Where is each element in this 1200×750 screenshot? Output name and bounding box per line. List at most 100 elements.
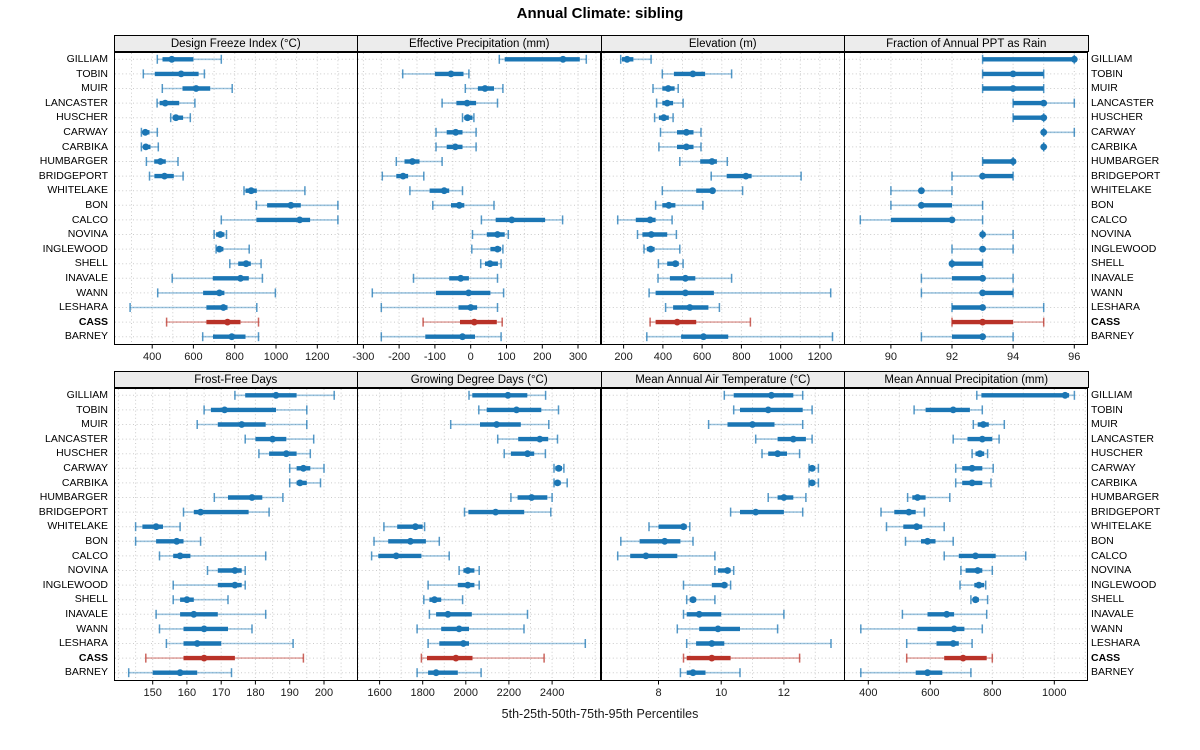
station-label-calco-right-row1: CALCO — [1091, 549, 1128, 562]
station-label-carbika-left-row0: CARBIKA — [61, 140, 108, 153]
svg-text:400: 400 — [859, 687, 877, 699]
station-label-humbarger-right-row0: HUMBARGER — [1091, 155, 1160, 168]
svg-text:600: 600 — [921, 687, 939, 699]
station-label-bon-right-row1: BON — [1091, 535, 1114, 547]
station-label-cass-right-row1: CASS — [1091, 651, 1121, 664]
svg-text:1000: 1000 — [263, 351, 287, 363]
svg-text:150: 150 — [143, 687, 161, 699]
station-label-whitelake-left-row0: WHITELAKE — [47, 184, 108, 197]
station-label-inglewood-right-row1: INGLEWOOD — [1091, 578, 1157, 591]
svg-text:2400: 2400 — [540, 687, 564, 699]
station-label-shell-left-row0: SHELL — [74, 257, 108, 270]
panel-design-freeze-index-c: 400 600 800 1000 1200 — [113, 52, 358, 363]
station-label-wann-left-row1: WANN — [76, 622, 108, 635]
station-label-wann-left-row0: WANN — [76, 286, 108, 299]
panel-strip-title: Fraction of Annual PPT as Rain — [886, 37, 1047, 50]
station-label-humbarger-left-row0: HUMBARGER — [39, 155, 108, 168]
station-label-novina-right-row1: NOVINA — [1091, 564, 1132, 577]
station-label-lancaster-right-row1: LANCASTER — [1091, 432, 1155, 445]
svg-text:-300: -300 — [352, 351, 374, 363]
station-label-inglewood-left-row0: INGLEWOOD — [42, 242, 108, 255]
station-label-bon-right-row0: BON — [1091, 199, 1114, 211]
station-label-tobin-left-row1: TOBIN — [76, 403, 108, 416]
panel-strip-fraction-of-annual-ppt-as-rain: Fraction of Annual PPT as Rain — [844, 35, 1089, 52]
station-label-cass-left-row0: CASS — [78, 315, 108, 328]
station-label-muir-left-row0: MUIR — [81, 82, 108, 95]
station-label-leshara-right-row1: LESHARA — [1091, 637, 1141, 650]
station-label-novina-left-row1: NOVINA — [67, 564, 108, 577]
station-label-humbarger-left-row1: HUMBARGER — [39, 491, 108, 504]
station-label-whitelake-right-row1: WHITELAKE — [1091, 520, 1152, 533]
svg-text:600: 600 — [184, 351, 202, 363]
svg-text:96: 96 — [1068, 351, 1080, 363]
chart-title: Annual Climate: sibling — [516, 5, 684, 22]
station-label-cass-left-row1: CASS — [78, 651, 108, 664]
panel-strip-mean-annual-air-temperature-c: Mean Annual Air Temperature (°C) — [600, 371, 845, 388]
station-label-huscher-left-row1: HUSCHER — [56, 447, 108, 460]
panel-strip-title: Frost-Free Days — [194, 373, 278, 386]
station-label-bridgeport-left-row0: BRIDGEPORT — [38, 169, 108, 182]
panel-strip-title: Mean Annual Air Temperature (°C) — [635, 373, 811, 386]
svg-text:-200: -200 — [388, 351, 410, 363]
svg-text:800: 800 — [983, 687, 1001, 699]
svg-text:-100: -100 — [424, 351, 446, 363]
station-label-barney-left-row1: BARNEY — [64, 666, 108, 679]
station-label-bridgeport-right-row0: BRIDGEPORT — [1091, 169, 1161, 182]
station-label-shell-right-row1: SHELL — [1091, 593, 1125, 606]
percentiles-caption: 5th-25th-50th-75th-95th Percentiles — [501, 707, 699, 721]
svg-text:2200: 2200 — [497, 687, 521, 699]
station-label-novina-right-row0: NOVINA — [1091, 228, 1132, 241]
svg-text:94: 94 — [1007, 351, 1019, 363]
svg-text:2000: 2000 — [454, 687, 478, 699]
station-label-muir-left-row1: MUIR — [81, 418, 108, 431]
station-label-whitelake-right-row0: WHITELAKE — [1091, 184, 1152, 197]
station-label-shell-right-row0: SHELL — [1091, 257, 1125, 270]
svg-text:200: 200 — [314, 687, 332, 699]
station-label-tobin-left-row0: TOBIN — [76, 67, 108, 80]
station-label-barney-right-row0: BARNEY — [1091, 330, 1135, 343]
svg-text:92: 92 — [946, 351, 958, 363]
svg-text:1800: 1800 — [410, 687, 434, 699]
panel-strip-title: Mean Annual Precipitation (mm) — [884, 373, 1049, 386]
station-label-bon-left-row1: BON — [85, 535, 108, 547]
station-label-muir-right-row1: MUIR — [1091, 418, 1118, 431]
station-label-tobin-right-row0: TOBIN — [1091, 67, 1123, 80]
svg-text:800: 800 — [225, 351, 243, 363]
svg-text:1600: 1600 — [367, 687, 391, 699]
station-label-leshara-left-row1: LESHARA — [58, 637, 108, 650]
station-label-gilliam-right-row0: GILLIAM — [1091, 53, 1133, 65]
station-label-muir-right-row0: MUIR — [1091, 82, 1118, 95]
panel-strip-mean-annual-precipitation-mm: Mean Annual Precipitation (mm) — [844, 371, 1089, 388]
station-label-carbika-left-row1: CARBIKA — [61, 476, 108, 489]
svg-text:180: 180 — [246, 687, 264, 699]
station-label-carbika-right-row0: CARBIKA — [1091, 140, 1138, 153]
panel-frost-free-days: 150 160 170 180 190 200 — [113, 388, 358, 699]
panel-fraction-of-annual-ppt-as-rain: 90 92 94 96 — [844, 52, 1088, 363]
svg-text:400: 400 — [653, 351, 671, 363]
panel-mean-annual-air-temperature-c: 8 10 12 — [600, 388, 845, 699]
station-label-tobin-right-row1: TOBIN — [1091, 403, 1123, 416]
station-label-inavale-right-row1: INAVALE — [1091, 608, 1134, 620]
station-label-carway-right-row0: CARWAY — [1091, 126, 1136, 138]
panel-strip-elevation-m: Elevation (m) — [600, 35, 845, 52]
panel-strip-frost-free-days: Frost-Free Days — [113, 371, 358, 388]
station-label-shell-left-row1: SHELL — [74, 593, 108, 606]
station-label-carbika-right-row1: CARBIKA — [1091, 476, 1138, 489]
station-label-humbarger-right-row1: HUMBARGER — [1091, 491, 1160, 504]
station-label-huscher-right-row1: HUSCHER — [1091, 447, 1143, 460]
station-label-calco-right-row0: CALCO — [1091, 213, 1128, 226]
svg-text:1200: 1200 — [305, 351, 329, 363]
svg-text:90: 90 — [885, 351, 897, 363]
panel-strip-title: Elevation (m) — [688, 37, 757, 50]
panel-effective-precipitation-mm: -300 -200 -100 0 100 200 300 — [352, 52, 601, 363]
svg-text:160: 160 — [177, 687, 195, 699]
station-label-barney-right-row1: BARNEY — [1091, 666, 1135, 679]
svg-text:8: 8 — [655, 687, 661, 699]
panel-strip-design-freeze-index-c: Design Freeze Index (°C) — [113, 35, 358, 52]
svg-text:800: 800 — [732, 351, 750, 363]
station-label-wann-right-row0: WANN — [1091, 286, 1123, 299]
station-label-inavale-right-row0: INAVALE — [1091, 272, 1134, 284]
station-label-lancaster-right-row0: LANCASTER — [1091, 96, 1155, 109]
station-label-cass-right-row0: CASS — [1091, 315, 1121, 328]
